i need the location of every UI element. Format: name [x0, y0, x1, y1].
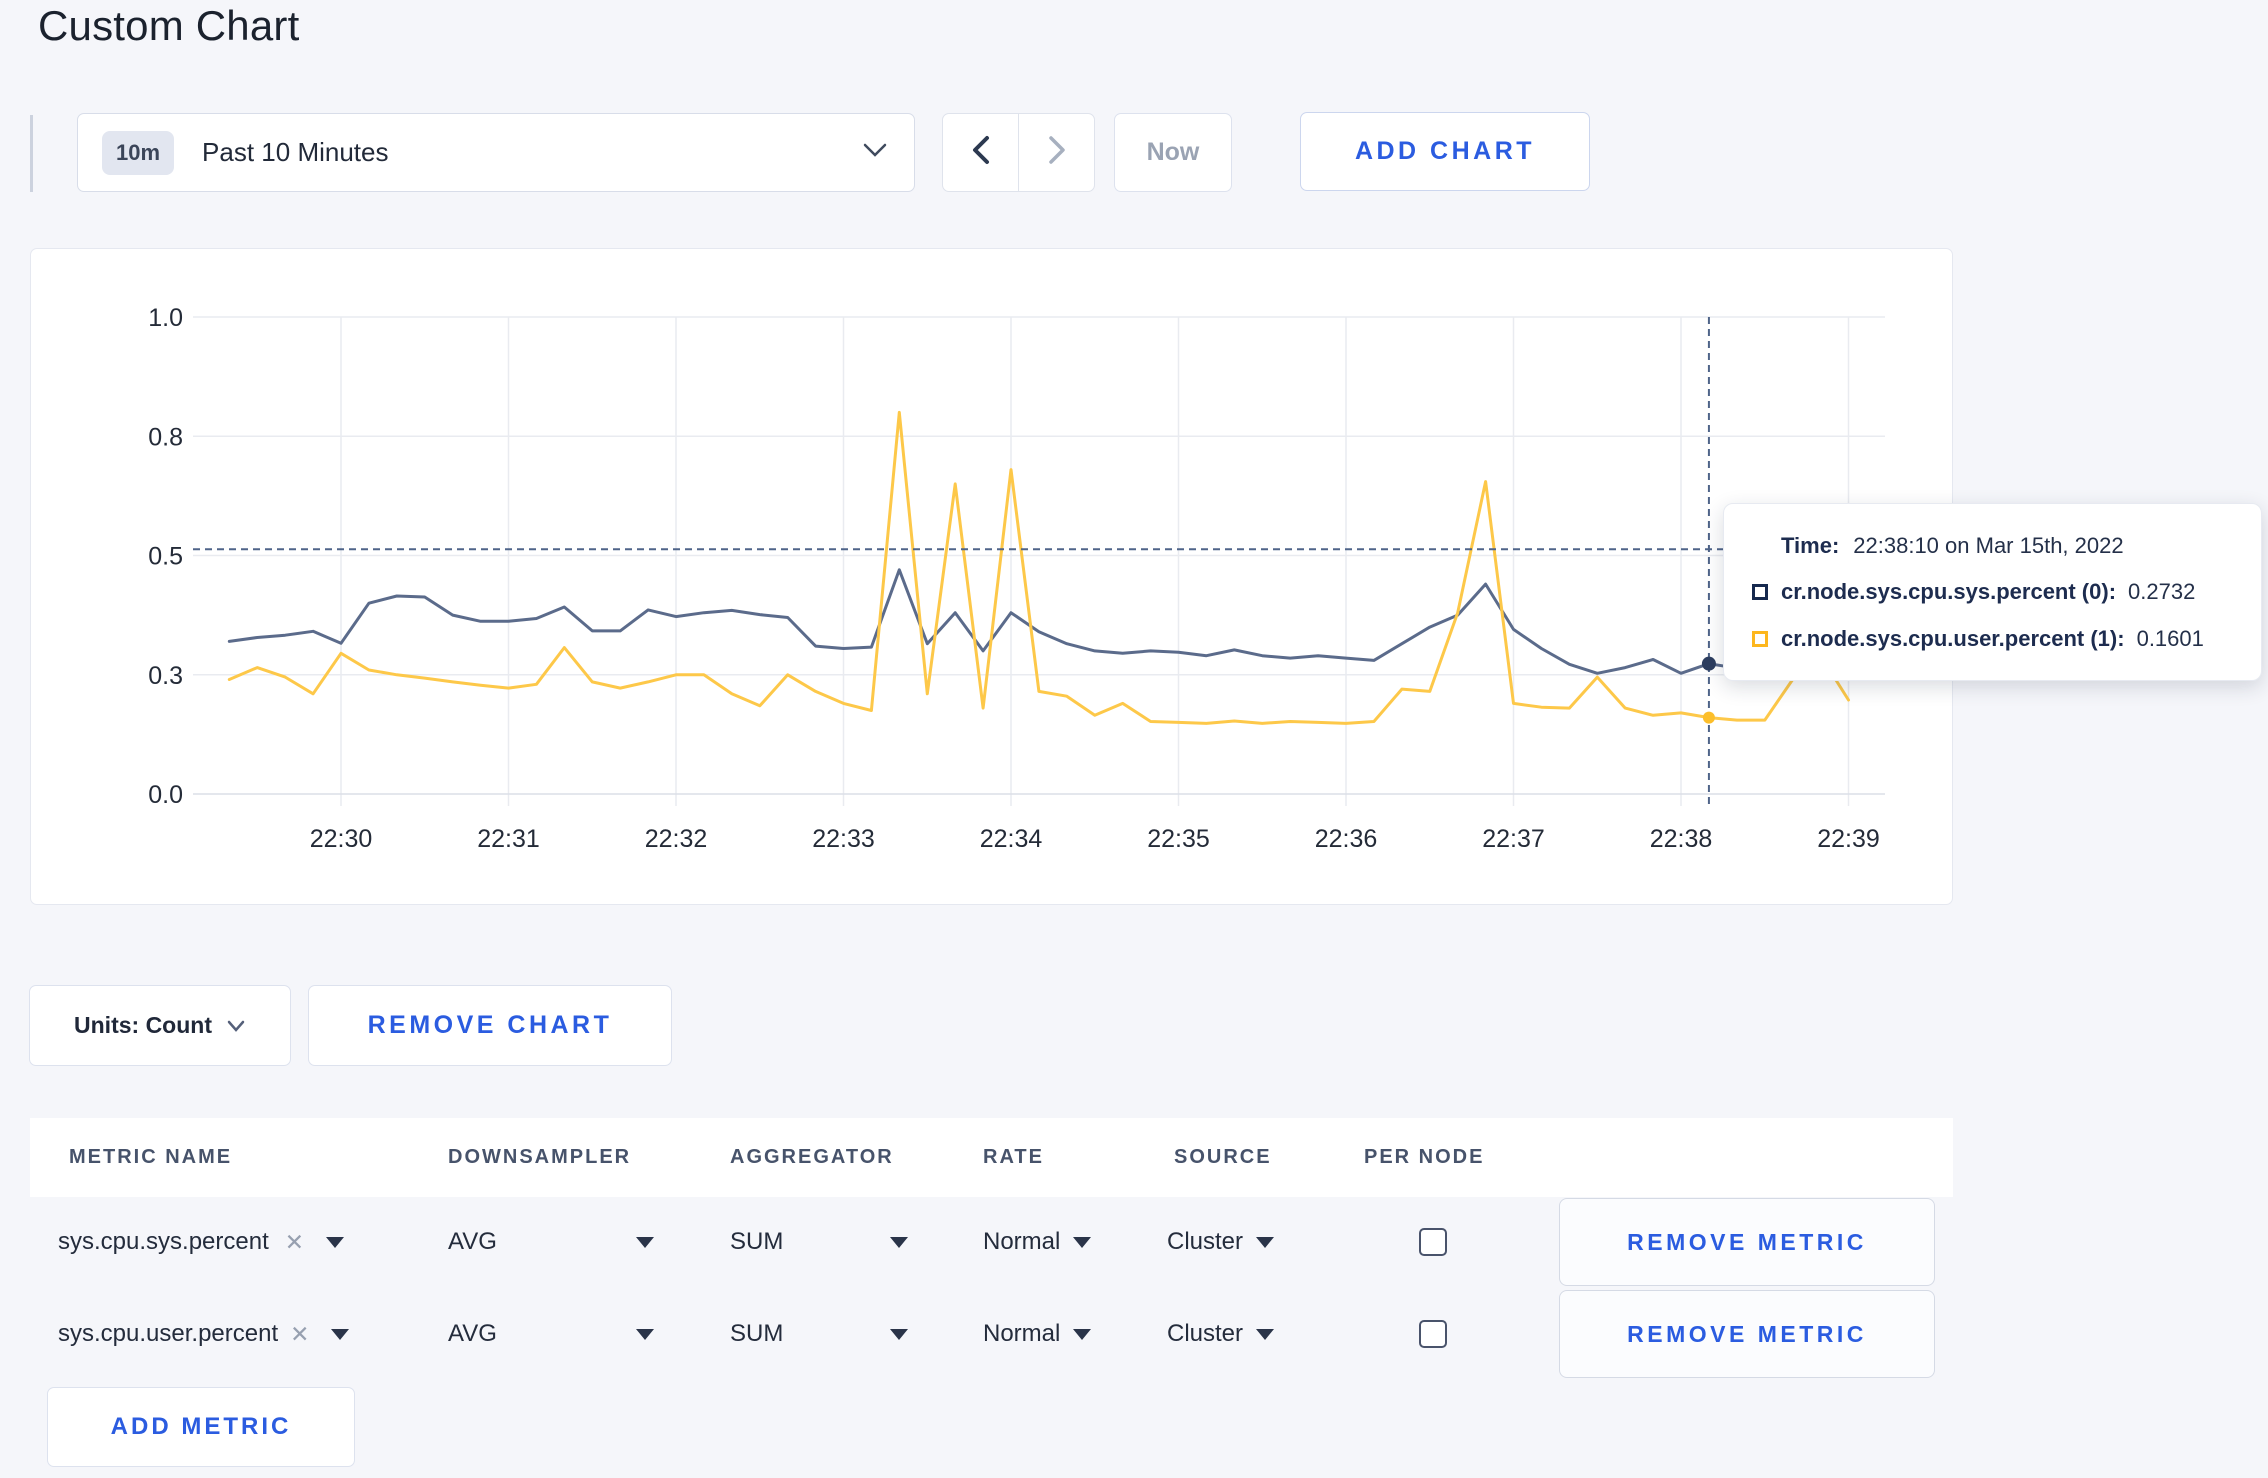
remove-metric-button[interactable]: REMOVE METRIC	[1559, 1290, 1935, 1378]
y-tick-label: 0.0	[148, 781, 183, 809]
chevron-down-icon	[862, 141, 888, 164]
tooltip-series-name: cr.node.sys.cpu.sys.percent (0):	[1781, 579, 2117, 604]
aggregator-select[interactable]: SUM	[730, 1290, 908, 1378]
col-header-per-node: PER NODE	[1364, 1146, 1485, 1168]
y-tick-label: 0.3	[148, 662, 183, 690]
caret-down-icon[interactable]	[326, 1236, 345, 1248]
units-select[interactable]: Units: Count	[29, 985, 291, 1066]
y-tick-label: 1.0	[148, 304, 183, 332]
y-tick-label: 0.5	[148, 543, 183, 571]
caret-down-icon	[1073, 1328, 1092, 1340]
caret-down-icon	[890, 1236, 908, 1248]
source-select[interactable]: Cluster	[1167, 1198, 1275, 1286]
y-tick-label: 0.8	[148, 423, 183, 451]
remove-chart-button[interactable]: REMOVE CHART	[308, 985, 672, 1066]
x-tick-label: 22:34	[980, 825, 1043, 853]
col-header-downsampler: DOWNSAMPLER	[448, 1146, 632, 1168]
toolbar-accent-bar	[30, 115, 33, 192]
source-value: Cluster	[1167, 1320, 1244, 1347]
metric-name-value: sys.cpu.sys.percent	[58, 1228, 269, 1255]
x-tick-label: 22:30	[310, 825, 373, 853]
downsampler-select[interactable]: AVG	[448, 1290, 654, 1378]
aggregator-select[interactable]: SUM	[730, 1198, 908, 1286]
chart-tooltip: Time: 22:38:10 on Mar 15th, 2022 cr.node…	[1723, 503, 2262, 681]
metric-name-cell[interactable]: sys.cpu.sys.percent ✕	[58, 1198, 345, 1286]
caret-down-icon	[1256, 1328, 1275, 1340]
rate-value: Normal	[983, 1320, 1061, 1347]
x-tick-label: 22:36	[1315, 825, 1378, 853]
table-row: sys.cpu.sys.percent ✕ AVG SUM Normal Clu…	[30, 1198, 1953, 1286]
metrics-table-header: METRIC NAME DOWNSAMPLER AGGREGATOR RATE …	[30, 1118, 1953, 1197]
caret-down-icon	[636, 1236, 654, 1248]
tooltip-series-row: cr.node.sys.cpu.sys.percent (0): 0.2732	[1752, 579, 2261, 605]
hover-point	[1701, 656, 1716, 671]
remove-metric-button[interactable]: REMOVE METRIC	[1559, 1198, 1935, 1286]
per-node-checkbox[interactable]	[1419, 1320, 1447, 1348]
x-tick-label: 22:35	[1147, 825, 1210, 853]
tooltip-series-value: 0.2732	[2128, 579, 2196, 604]
tooltip-time-label: Time:	[1781, 532, 1840, 558]
metric-name-value: sys.cpu.user.percent	[58, 1320, 279, 1347]
tooltip-series-value: 0.1601	[2136, 625, 2204, 651]
add-chart-button[interactable]: ADD CHART	[1300, 112, 1590, 191]
series-line	[227, 410, 1850, 725]
tooltip-series-name: cr.node.sys.cpu.user.percent (1):	[1781, 625, 2125, 651]
caret-down-icon	[890, 1328, 908, 1340]
col-header-aggregator: AGGREGATOR	[730, 1146, 894, 1168]
series-swatch-icon	[1752, 584, 1768, 600]
clear-metric-icon[interactable]: ✕	[290, 1320, 310, 1347]
series-swatch-icon	[1752, 630, 1768, 647]
metrics-table: METRIC NAME DOWNSAMPLER AGGREGATOR RATE …	[30, 1118, 1953, 1478]
metric-name-cell[interactable]: sys.cpu.user.percent ✕	[58, 1290, 350, 1378]
chevron-left-icon	[970, 135, 992, 170]
rate-select[interactable]: Normal	[983, 1290, 1092, 1378]
aggregator-value: SUM	[730, 1228, 784, 1255]
rate-value: Normal	[983, 1228, 1061, 1255]
downsampler-value: AVG	[448, 1320, 497, 1347]
series-line	[227, 568, 1850, 675]
col-header-metric-name: METRIC NAME	[69, 1146, 233, 1168]
add-metric-button[interactable]: ADD METRIC	[47, 1387, 355, 1467]
chart-card: 22:30 22:31 22:32 22:33 22:34 22:35 22:36 22:37…	[30, 248, 1953, 905]
caret-down-icon	[636, 1328, 654, 1340]
caret-down-icon[interactable]	[331, 1328, 350, 1340]
time-back-button[interactable]	[943, 114, 1019, 191]
time-range-badge: 10m	[102, 130, 175, 175]
clear-metric-icon[interactable]: ✕	[284, 1228, 305, 1255]
tooltip-series-row: cr.node.sys.cpu.user.percent (1): 0.1601	[1752, 626, 2261, 652]
table-row: sys.cpu.user.percent ✕ AVG SUM Normal Cl…	[30, 1290, 1953, 1378]
caret-down-icon	[1256, 1236, 1275, 1248]
x-tick-label: 22:39	[1817, 825, 1880, 853]
now-button[interactable]: Now	[1114, 113, 1232, 192]
x-tick-label: 22:33	[812, 825, 875, 853]
x-tick-label: 22:37	[1482, 825, 1545, 853]
tooltip-time-value: 22:38:10 on Mar 15th, 2022	[1853, 532, 2124, 558]
time-nav-buttons	[942, 113, 1095, 192]
x-tick-label: 22:32	[645, 825, 708, 853]
x-tick-label: 22:38	[1650, 825, 1713, 853]
rate-select[interactable]: Normal	[983, 1198, 1092, 1286]
time-range-select[interactable]: 10m Past 10 Minutes	[77, 113, 915, 192]
time-range-label: Past 10 Minutes	[202, 137, 389, 167]
per-node-checkbox[interactable]	[1419, 1228, 1447, 1256]
page-title: Custom Chart	[38, 2, 300, 49]
aggregator-value: SUM	[730, 1320, 784, 1347]
col-header-rate: RATE	[983, 1146, 1044, 1168]
tooltip-time-row: Time: 22:38:10 on Mar 15th, 2022	[1752, 533, 2261, 559]
chevron-down-icon	[226, 1012, 246, 1039]
downsampler-select[interactable]: AVG	[448, 1198, 654, 1286]
chevron-right-icon	[1046, 135, 1068, 170]
source-value: Cluster	[1167, 1228, 1244, 1255]
units-label: Units: Count	[74, 1012, 212, 1038]
source-select[interactable]: Cluster	[1167, 1290, 1275, 1378]
x-tick-label: 22:31	[477, 825, 540, 853]
hover-point	[1702, 711, 1715, 724]
downsampler-value: AVG	[448, 1228, 497, 1255]
caret-down-icon	[1073, 1236, 1092, 1248]
col-header-source: SOURCE	[1174, 1146, 1272, 1168]
time-forward-button[interactable]	[1019, 114, 1094, 191]
chart-plot[interactable]: 22:30 22:31 22:32 22:33 22:34 22:35 22:36 22:37…	[31, 249, 1951, 903]
